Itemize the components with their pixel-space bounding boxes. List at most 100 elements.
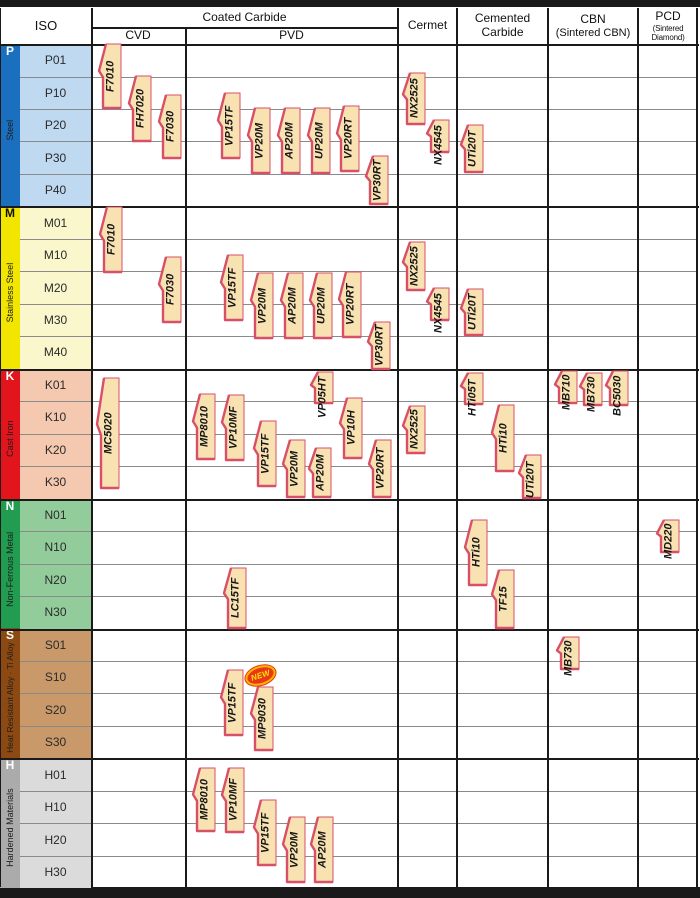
grade-banner-label: HTi10 [470,537,483,568]
ribbon-shape [604,370,629,407]
grade-banner-label: AP20M [316,831,329,868]
grade-banner-label: VP30RT [371,159,384,201]
new-badge: NEW [242,661,279,690]
grade-banner-label: UTi20T [466,130,479,167]
ribbon-shape [425,287,450,322]
ribbon-shape [222,567,247,630]
ribbon-shape [401,72,426,126]
grade-banner-mb710-k: MB710 [553,370,578,410]
grade-banner-label: VP20M [288,450,301,487]
grade-banner-vp20m-p: VP20M [246,107,271,175]
grade-banner-bc5030-k: BC5030 [604,370,629,416]
row-grid-line [20,693,697,695]
iso-row-label-S10: S10 [20,660,91,694]
grade-banner-vp15tf-s: VP15TF [219,669,244,737]
ribbon-shape [338,397,363,460]
section-letter-M: M [5,206,15,221]
column-grid-line [456,8,458,887]
iso-row-label-N01: N01 [20,498,91,532]
iso-row-label-M01: M01 [20,206,91,239]
grade-banner-vp30rt-m: VP30RT [366,321,391,371]
grade-banner-f7010-p: F7010 [97,43,122,110]
section-material-P: Steel [5,119,15,141]
grade-banner-label: VP20M [253,122,266,159]
grade-banner-label: TF15 [497,586,510,612]
grade-banner-nx4545-m: NX4545 [425,287,450,333]
iso-row-label-H30: H30 [20,855,91,889]
grade-banner-vp15tf-m: VP15TF [219,254,244,322]
iso-row-label-N20: N20 [20,563,91,596]
iso-row-label-M20: M20 [20,271,91,304]
grade-banner-label: UP20M [313,122,326,159]
ribbon-shape [401,405,426,455]
grade-banner-md220-n: MD220 [655,519,680,559]
grade-banner-mb730-s: MB730 [555,636,580,676]
grade-banner-label: VP20M [256,287,269,324]
ribbon-shape [276,107,301,175]
ribbon-shape [655,519,680,554]
ribbon-shape [219,669,244,737]
grade-banner-label: VP20RT [344,283,357,326]
ribbon-shape [490,569,515,630]
header-cvd: CVD [92,28,184,44]
ribbon-shape [252,420,277,488]
ribbon-shape [335,105,360,173]
grade-banner-ap20m-h: AP20M [309,816,334,884]
section-material-M: Stainless Steel [5,262,15,323]
iso-row-label-S30: S30 [20,725,91,759]
section-band-K: K Cast Iron [0,368,20,499]
grade-banner-label: VP20RT [374,447,387,490]
header-cemented-carbide: Cemented Carbide [458,8,547,44]
ribbon-shape [157,256,182,324]
grade-banner-ap20m-p: AP20M [276,107,301,175]
section-material-S: Heat Resistant Alloy · Ti Alloy [5,643,15,754]
header-cbn: CBN (Sintered CBN) [549,8,637,44]
iso-row-label-P30: P30 [20,141,91,174]
grade-banner-label: MP8010 [198,779,211,820]
ribbon-shape [98,206,123,274]
ribbon-shape [366,321,391,371]
grade-banner-label: F7030 [164,110,177,143]
section-divider-line [0,206,699,209]
grade-banner-label: HTi05T [466,379,479,417]
grade-banner-label: MP8010 [198,406,211,447]
header-bottom-line [0,44,699,46]
grade-banner-vp20rt-p: VP20RT [335,105,360,173]
grade-banner-vp20m-m: VP20M [249,272,274,340]
column-grid-line [397,8,399,887]
grade-banner-label: VP10MF [227,778,240,822]
ribbon-shape [252,799,277,867]
ribbon-shape [307,447,332,499]
column-grid-line [185,27,187,887]
section-letter-H: H [5,758,15,773]
ribbon-shape [127,75,152,143]
iso-row-label-S20: S20 [20,693,91,726]
grade-banner-label: UTi20T [466,293,479,331]
grade-banner-uti20t-m: UTi20T [459,288,484,337]
ribbon-shape [555,636,580,671]
grade-banner-label: VP10MF [227,406,240,449]
iso-row-label-H01: H01 [20,758,91,791]
ribbon-shape [191,393,216,461]
grade-banner-mp8010-k: MP8010 [191,393,216,461]
grade-banner-label: VP30RT [373,324,386,367]
grade-banner-label: F7010 [104,60,117,92]
ribbon-shape [220,394,245,462]
grade-banner-vp15tf-k: VP15TF [252,420,277,488]
iso-row-label-P20: P20 [20,108,91,142]
grade-banner-fh7020-p: FH7020 [127,75,152,143]
grade-banner-lc15tf-n: LC15TF [222,567,247,630]
grade-banner-label: VP05HT [316,376,329,418]
iso-row-label-P40: P40 [20,173,91,207]
grade-banner-label: AP20M [314,454,327,491]
header-iso: ISO [1,8,91,44]
section-band-P: P Steel [0,44,20,207]
grade-banner-mc5020-k: MC5020 [95,377,120,490]
iso-row-label-S01: S01 [20,628,91,661]
grade-banner-label: VP15TF [223,105,236,146]
grade-banner-up20m-p: UP20M [306,107,331,175]
ribbon-shape [490,404,515,473]
section-band-S: S Heat Resistant Alloy · Ti Alloy [0,628,20,759]
grade-banner-vp20rt-m: VP20RT [337,271,362,339]
iso-row-label-K10: K10 [20,401,91,434]
